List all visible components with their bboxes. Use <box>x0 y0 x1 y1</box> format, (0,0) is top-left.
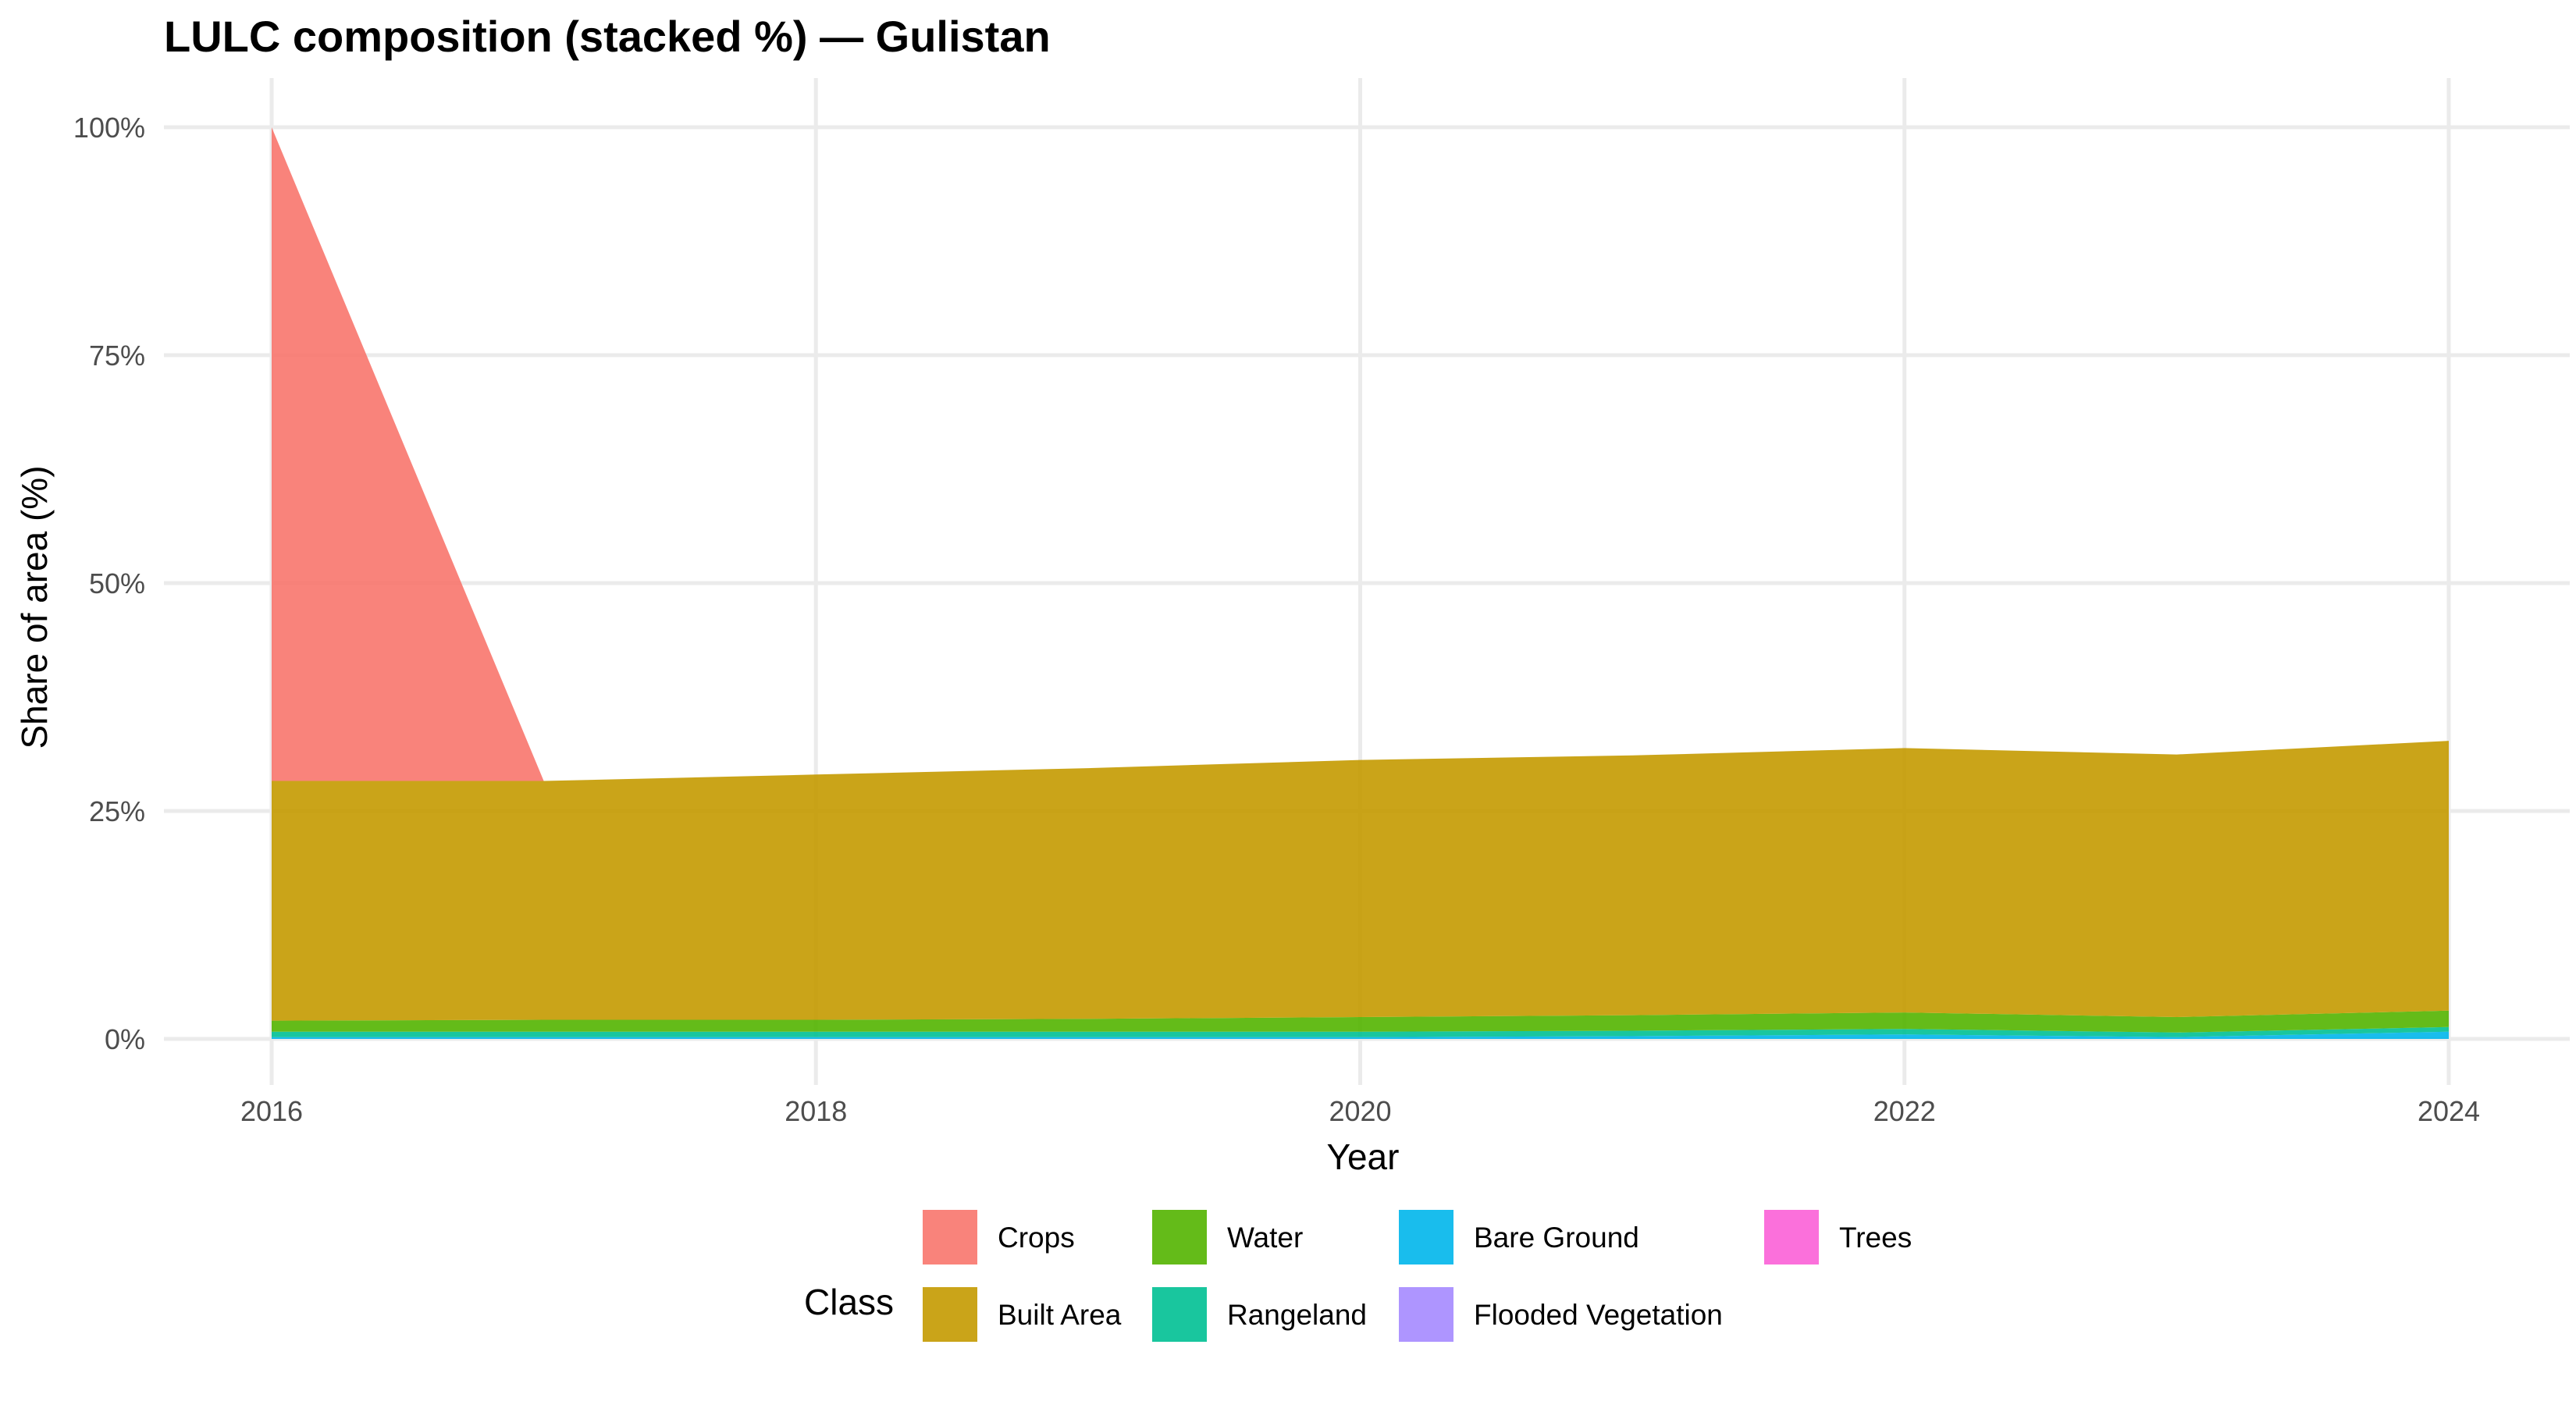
legend-label-flooded-vegetation: Flooded Vegetation <box>1474 1299 1723 1331</box>
area-water <box>272 1010 2449 1033</box>
y-tick-label: 50% <box>89 567 145 599</box>
legend-label-water: Water <box>1227 1222 1303 1254</box>
legend-label-built-area: Built Area <box>998 1299 1122 1331</box>
plot-areas <box>272 127 2449 1039</box>
legend-label-crops: Crops <box>998 1222 1075 1254</box>
x-tick-label: 2024 <box>2418 1095 2480 1127</box>
area-crops <box>272 127 2449 781</box>
area-built-area <box>272 741 2449 1021</box>
chart-title: LULC composition (stacked %) — Gulistan <box>164 12 1051 61</box>
y-axis-title: Share of area (%) <box>14 465 55 749</box>
legend-swatch-built-area <box>923 1287 977 1342</box>
y-axis-ticks: 0% 25% 50% 75% 100% <box>73 112 145 1055</box>
legend: Crops Water Bare Ground Trees Built Area Rang… <box>923 1210 1912 1342</box>
legend-swatch-bare-ground <box>1399 1210 1453 1264</box>
legend-swatch-flooded-vegetation <box>1399 1287 1453 1342</box>
legend-swatch-crops <box>923 1210 977 1264</box>
y-tick-label: 0% <box>105 1023 145 1055</box>
x-tick-label: 2020 <box>1329 1095 1391 1127</box>
legend-title: Class <box>804 1282 894 1322</box>
x-axis-title: Year <box>1327 1136 1400 1177</box>
legend-label-rangeland: Rangeland <box>1227 1299 1367 1331</box>
y-tick-label: 75% <box>89 340 145 372</box>
legend-swatch-trees <box>1764 1210 1819 1264</box>
x-axis-ticks: 2016 2018 2020 2022 2024 <box>240 1095 2480 1127</box>
x-tick-label: 2018 <box>785 1095 847 1127</box>
x-tick-label: 2016 <box>240 1095 303 1127</box>
legend-swatch-water <box>1152 1210 1207 1264</box>
area-rangeland <box>272 1026 2449 1037</box>
y-tick-label: 100% <box>73 112 145 144</box>
legend-label-trees: Trees <box>1839 1222 1912 1254</box>
legend-swatch-rangeland <box>1152 1287 1207 1342</box>
area-bare-ground <box>272 1031 2449 1039</box>
x-tick-label: 2022 <box>1873 1095 1936 1127</box>
y-tick-label: 25% <box>89 795 145 827</box>
legend-label-bare-ground: Bare Ground <box>1474 1222 1639 1254</box>
